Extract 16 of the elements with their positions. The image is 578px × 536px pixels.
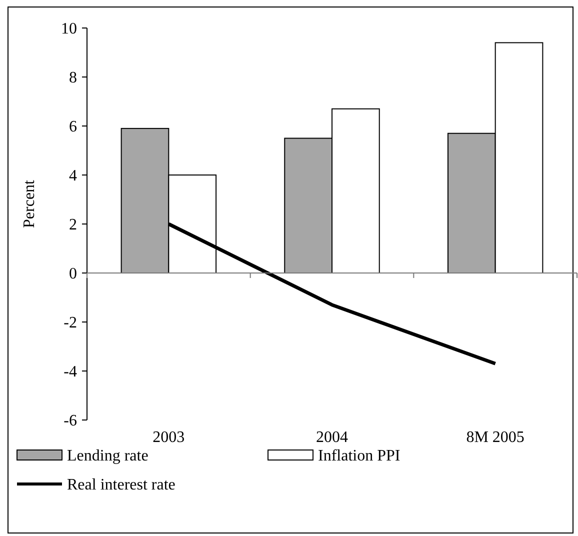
- x-tick-label: 2004: [316, 429, 348, 446]
- legend-label: Inflation PPI: [318, 448, 400, 465]
- y-tick-label: 6: [69, 118, 77, 136]
- y-tick-label: -2: [64, 314, 77, 332]
- legend-label: Real interest rate: [67, 476, 176, 494]
- legend-label: Lending rate: [67, 448, 148, 465]
- y-tick-label: 10: [61, 20, 77, 38]
- y-tick-label: 8: [69, 70, 77, 87]
- y-tick-label: 2: [69, 216, 77, 234]
- y-axis-title: Percent: [21, 179, 38, 228]
- x-tick-label: 2003: [152, 429, 185, 446]
- y-tick-label: 4: [69, 168, 77, 185]
- y-tick-label: -6: [64, 412, 77, 430]
- y-tick-label: 0: [69, 266, 77, 283]
- x-tick-label: 8M 2005: [466, 429, 524, 446]
- y-tick-label: -4: [64, 364, 77, 381]
